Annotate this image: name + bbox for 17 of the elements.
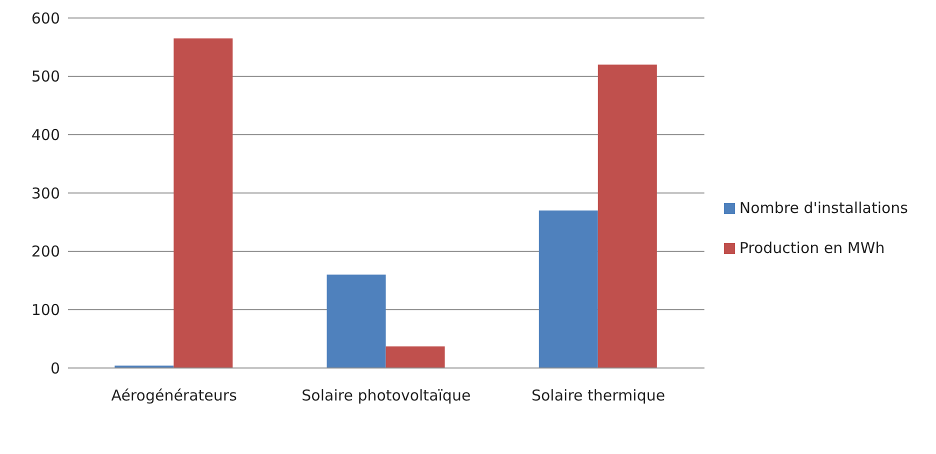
y-tick-label: 200 [31,242,60,261]
bar [538,210,598,368]
bar [174,38,233,368]
bar [598,64,657,368]
y-tick-label: 100 [31,300,60,319]
y-tick-label: 500 [31,68,60,86]
y-tick-label: 400 [31,126,60,144]
x-tick-label: Solaire photovoltaïque [302,386,471,405]
y-tick-label: 600 [31,9,60,28]
x-tick-label: Solaire thermique [531,386,666,405]
x-tick-label: Aérogénérateurs [111,386,238,405]
y-tick-label: 0 [50,359,60,378]
bar [326,274,386,368]
legend-label: Production en MWh [739,239,885,257]
y-tick-label: 300 [31,184,60,202]
bar [386,346,445,368]
legend-label: Nombre d'installations [739,199,908,217]
